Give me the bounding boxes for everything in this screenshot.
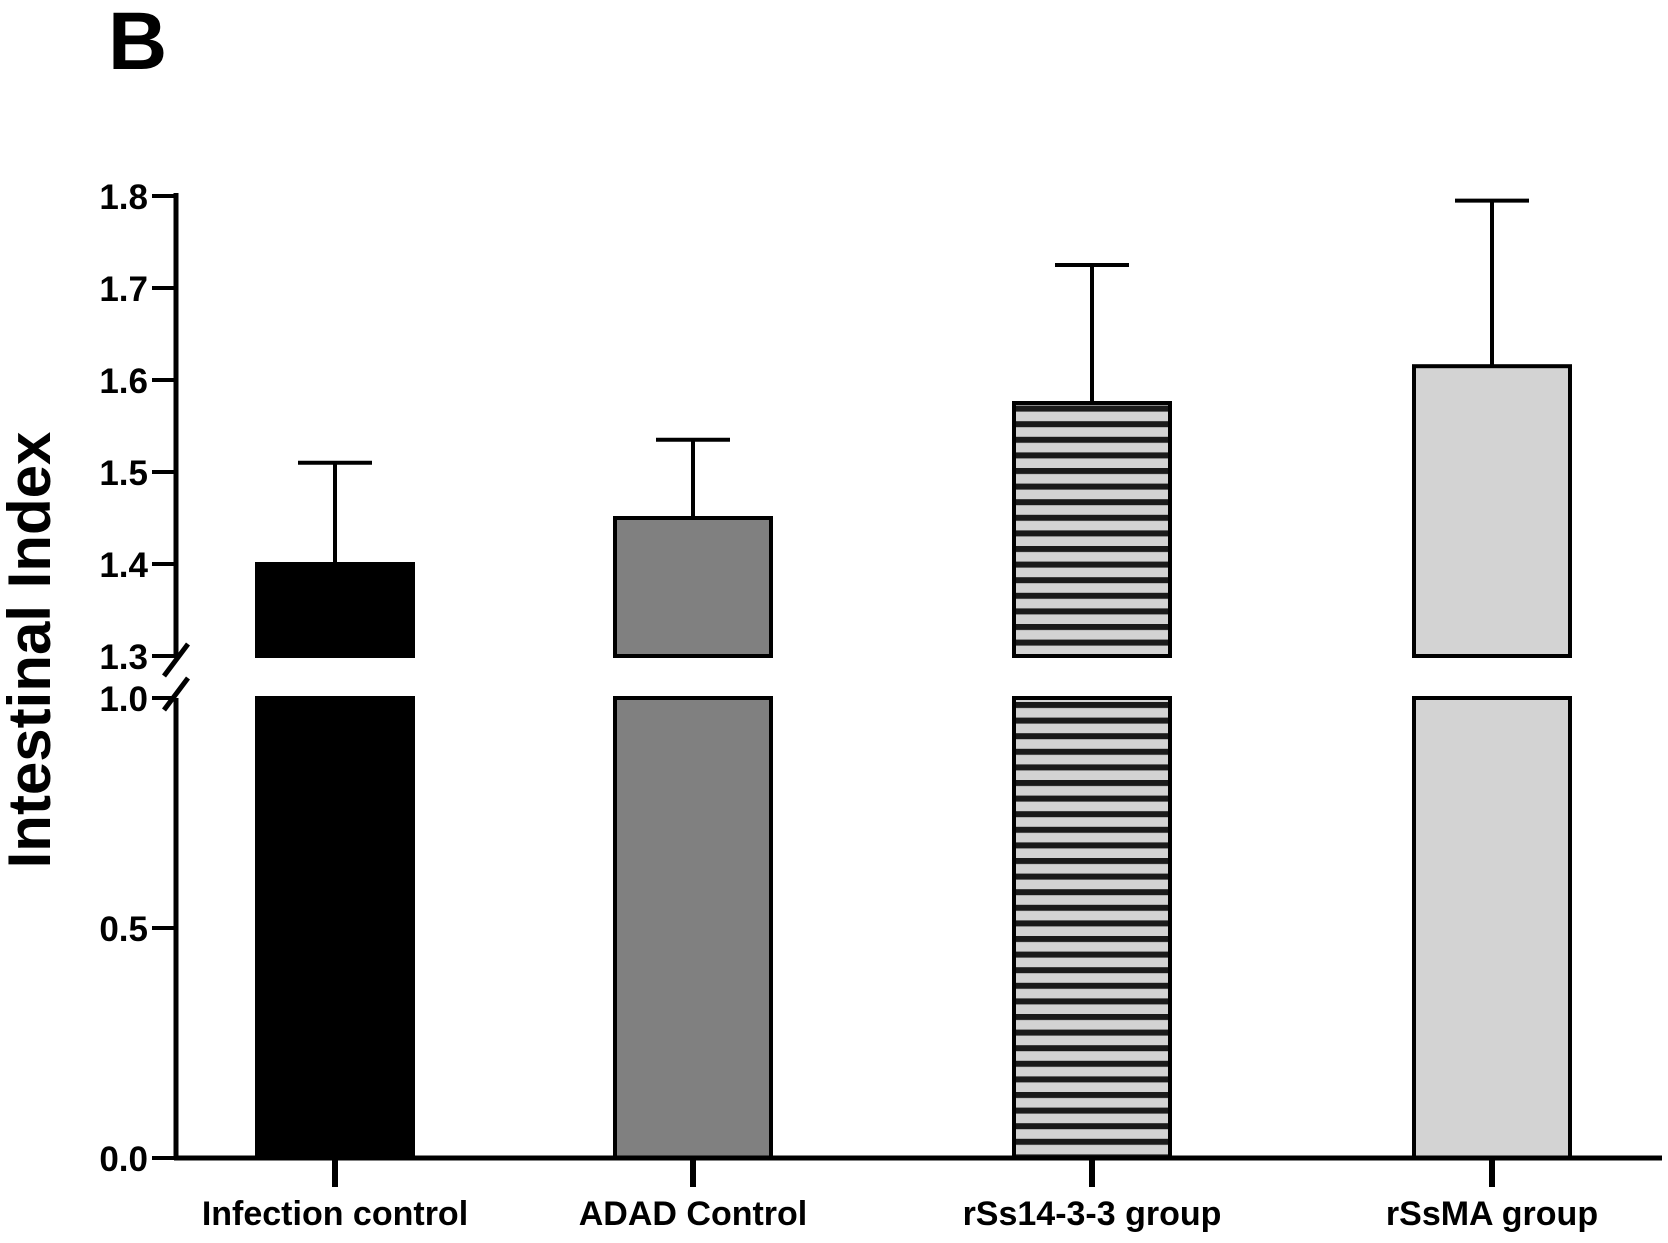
bar-upper — [613, 516, 773, 658]
y-tick-label: 1.0 — [99, 680, 148, 719]
y-tick-label: 1.8 — [99, 178, 148, 217]
bar-upper — [1012, 401, 1172, 658]
panel-label: B — [108, 0, 167, 87]
y-tick-label: 1.4 — [99, 546, 148, 585]
x-tick-label: rSs14-3-3 group — [963, 1195, 1222, 1233]
bar-upper — [255, 562, 415, 658]
y-axis-title: Intestinal Index — [0, 432, 63, 869]
bar-lower — [1012, 696, 1172, 1160]
x-tick-label: rSsMA group — [1386, 1195, 1598, 1233]
bars-layer — [182, 364, 1622, 1160]
axis-break-mark — [162, 676, 190, 712]
x-tick-label: Infection control — [202, 1195, 468, 1233]
y-tick-label: 0.5 — [99, 910, 148, 949]
error-bars-layer — [298, 198, 1529, 564]
axes — [152, 193, 1662, 1187]
y-tick-label: 1.3 — [99, 638, 148, 677]
y-tick-label: 1.7 — [99, 270, 148, 309]
x-tick-label: ADAD Control — [579, 1195, 808, 1233]
axis-break-mark — [162, 642, 190, 678]
y-tick-label: 1.5 — [99, 454, 148, 493]
bar-lower — [1412, 696, 1572, 1160]
y-tick-label: 0.0 — [99, 1140, 148, 1179]
y-tick-label: 1.6 — [99, 362, 148, 401]
bar-lower — [613, 696, 773, 1160]
y-tick-labels: 0.0 0.5 1.0 1.3 1.4 1.5 1.6 1.7 1.8 — [99, 178, 148, 1179]
bar-lower — [255, 696, 415, 1160]
bar-upper — [1412, 364, 1572, 658]
x-tick-labels: Infection control ADAD Control rSs14-3-3… — [202, 1195, 1598, 1233]
axis-break-gap — [182, 658, 1622, 696]
